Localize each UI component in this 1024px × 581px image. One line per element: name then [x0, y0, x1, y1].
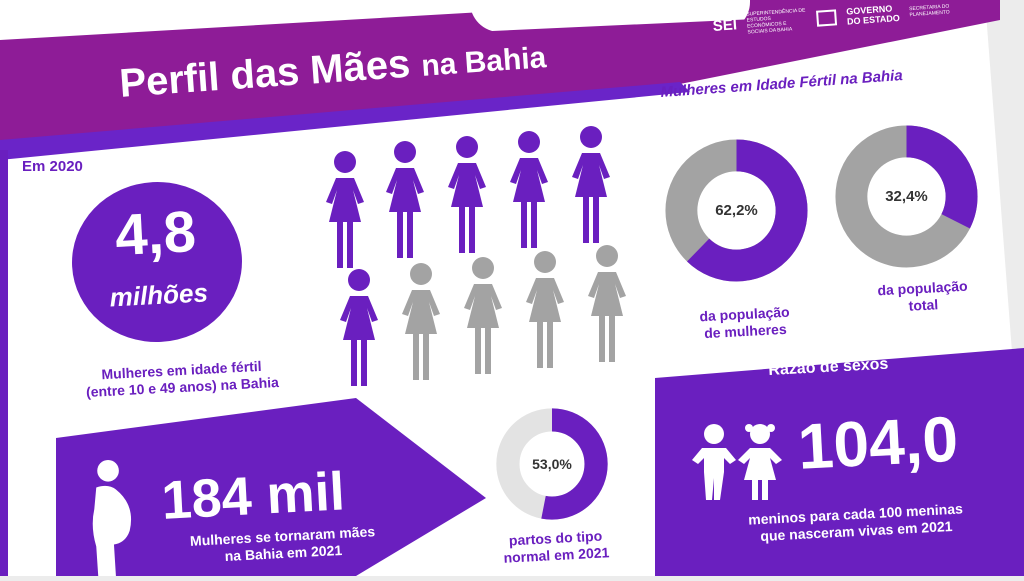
donut-total-share-chart — [835, 125, 978, 268]
woman-figure-icon — [520, 250, 570, 370]
sex-ratio-value: 104,0 — [796, 402, 960, 483]
left-accent-strip — [0, 150, 8, 576]
woman-figure-icon — [504, 130, 554, 250]
donut-0-caption-line-2: de mulheres — [703, 320, 788, 342]
fertile-women-value: 4,8 — [113, 198, 198, 269]
woman-figure-icon — [396, 262, 446, 382]
children-icon — [690, 420, 785, 500]
woman-figure-icon — [566, 125, 616, 245]
mothers-value: 184 mil — [160, 461, 347, 531]
sei-logo-subtitle: SUPERINTENDÊNCIA DE ESTUDOS ECONÔMICOS E… — [746, 7, 806, 36]
sei-logo-text: SEI — [712, 15, 738, 35]
fertile-women-unit: milhões — [108, 277, 209, 313]
donut-total-share-value: 32,4% — [885, 188, 928, 205]
donut-women-share: 62,2% — [664, 138, 809, 283]
donut-arc — [835, 125, 978, 268]
government-emblem-icon — [816, 9, 838, 27]
donut-normal-births: 53,0% — [494, 406, 610, 522]
woman-figure-icon — [442, 135, 492, 255]
donut-arc — [665, 139, 808, 282]
title-suffix: na Bahia — [420, 41, 548, 83]
donut-1-caption-line-1: da população — [877, 277, 968, 299]
year-label: Em 2020 — [22, 158, 83, 175]
secretaria-logo-text: SECRETARIA DO PLANEJAMENTO — [908, 3, 950, 19]
woman-figure-icon — [320, 150, 370, 270]
sei-logo: SEI — [712, 16, 737, 35]
donut-1-caption-line-2: total — [908, 296, 939, 314]
woman-figure-icon — [458, 256, 508, 376]
government-logo: GOVERNO DO ESTADO — [846, 3, 900, 26]
pregnant-woman-icon — [82, 458, 142, 576]
donut-arc — [496, 408, 608, 520]
donut-women-share-chart — [665, 139, 808, 282]
woman-figure-icon — [380, 140, 430, 260]
donut-total-share: 32,4% — [834, 124, 979, 269]
donut-women-share-value: 62,2% — [715, 202, 758, 219]
woman-figure-icon — [582, 244, 632, 364]
donut-normal-births-chart — [496, 408, 608, 520]
woman-figure-icon — [334, 268, 384, 388]
normal-births-value: 53,0% — [532, 456, 572, 472]
